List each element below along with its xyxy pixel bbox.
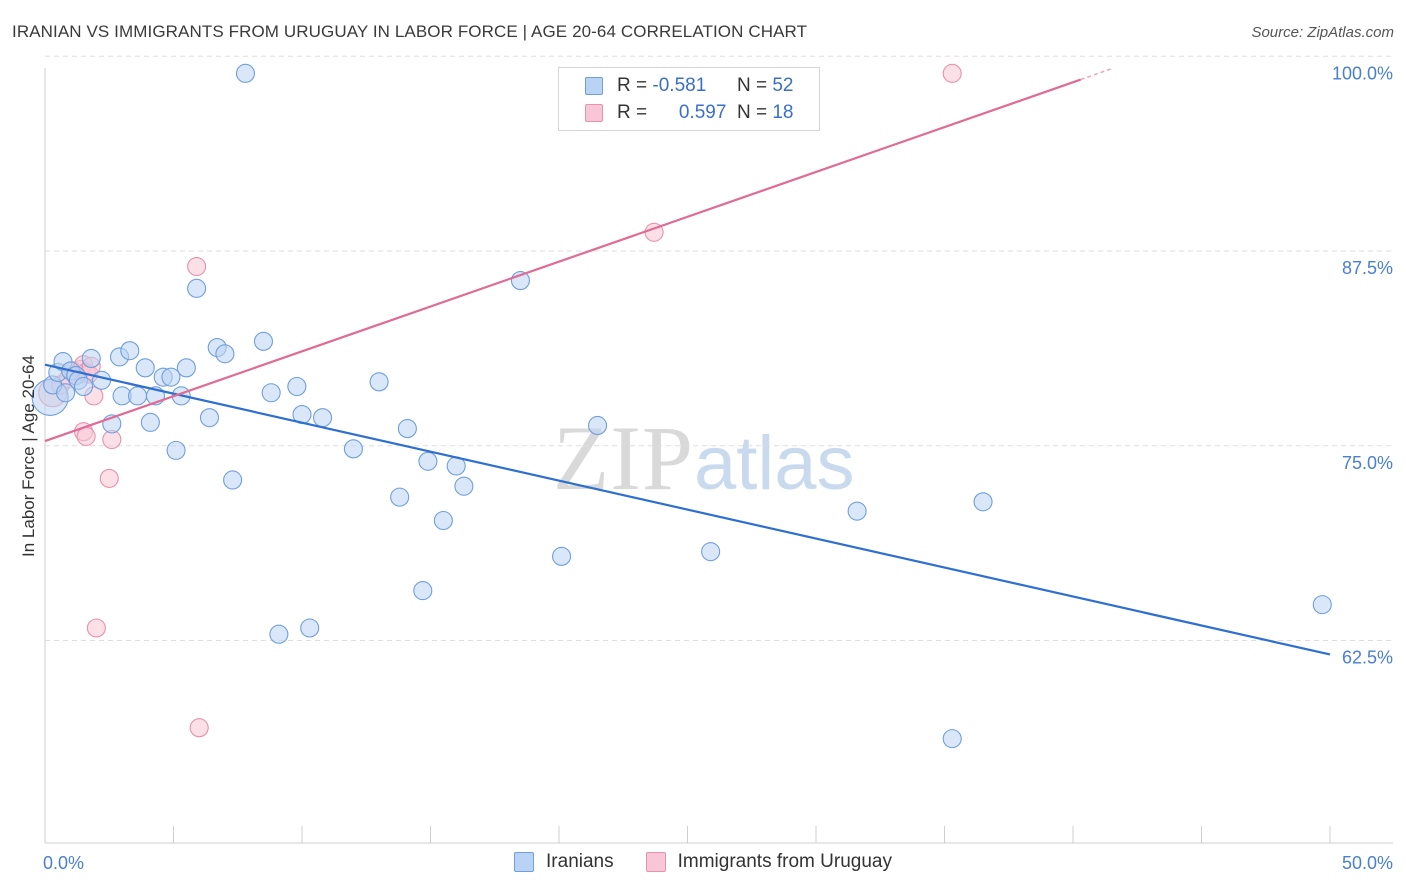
y-tick-label: 75.0% bbox=[1342, 453, 1393, 473]
data-point bbox=[261, 383, 281, 403]
data-point bbox=[973, 492, 993, 512]
data-point bbox=[343, 439, 363, 459]
legend-r-value: 0.597 bbox=[678, 102, 727, 123]
data-point bbox=[81, 348, 101, 369]
axis-labels: 62.5% 75.0% 87.5% 100.0% 0.0% 50.0% In Labor F… bbox=[19, 63, 1393, 873]
legend-swatch-pink bbox=[585, 104, 603, 122]
legend-label-uruguay: Immigrants from Uruguay bbox=[677, 851, 892, 872]
data-point bbox=[433, 510, 453, 531]
data-point bbox=[199, 408, 220, 428]
watermark-zip: ZIP bbox=[553, 407, 694, 509]
y-tick-label: 62.5% bbox=[1342, 648, 1393, 668]
x-tick-label: 50.0% bbox=[1342, 853, 1393, 873]
data-point bbox=[215, 344, 235, 364]
data-point bbox=[300, 618, 320, 638]
legend-r-label: R = bbox=[617, 75, 648, 96]
data-point bbox=[413, 581, 433, 601]
data-point bbox=[313, 408, 333, 428]
data-point bbox=[91, 370, 112, 390]
legend-label-iranians: Iranians bbox=[546, 851, 614, 872]
data-point bbox=[161, 367, 181, 387]
data-point bbox=[369, 372, 389, 392]
legend-swatch-blue bbox=[585, 77, 603, 95]
data-point bbox=[390, 487, 410, 507]
data-point bbox=[253, 331, 274, 351]
legend-n-value: 52 bbox=[772, 75, 794, 96]
data-point bbox=[1312, 595, 1332, 615]
trend-line-uruguay bbox=[44, 78, 1082, 443]
data-point bbox=[189, 718, 209, 738]
data-point bbox=[942, 729, 962, 749]
watermark: ZIPatlas bbox=[553, 405, 855, 511]
data-point bbox=[56, 383, 76, 403]
legend-row-uruguay: R = 0.597 N = 18 bbox=[585, 100, 793, 126]
data-point bbox=[120, 341, 140, 361]
legend-item-iranians: Iranians bbox=[514, 851, 614, 873]
data-point bbox=[235, 63, 256, 83]
data-point bbox=[287, 376, 307, 397]
y-tick-label: 100.0% bbox=[1332, 63, 1393, 83]
data-point bbox=[552, 546, 572, 566]
trend-line-iranians bbox=[44, 363, 1331, 656]
chart-title: IRANIAN VS IMMIGRANTS FROM URUGUAY IN LA… bbox=[12, 22, 808, 41]
data-point bbox=[74, 376, 94, 397]
legend-row-iranians: R = -0.581 N = 52 bbox=[585, 73, 793, 99]
legend-swatch-pink bbox=[645, 852, 666, 872]
y-axis-label: In Labor Force | Age 20-64 bbox=[19, 355, 38, 557]
axes bbox=[44, 68, 1393, 844]
data-point bbox=[942, 63, 962, 83]
data-point bbox=[187, 256, 207, 277]
legend-n-value: 18 bbox=[772, 102, 794, 123]
legend-r-value: -0.581 bbox=[652, 75, 707, 96]
data-point bbox=[223, 470, 243, 490]
series-legend: Iranians Immigrants from Uruguay bbox=[0, 851, 1406, 873]
legend-swatch-blue bbox=[514, 852, 535, 872]
data-point bbox=[127, 386, 148, 406]
data-point bbox=[86, 618, 106, 638]
watermark-atlas: atlas bbox=[694, 421, 855, 506]
legend-n-label: N = bbox=[736, 75, 768, 96]
data-point bbox=[176, 358, 196, 378]
data-point bbox=[76, 426, 96, 446]
legend-r-label: R = bbox=[617, 102, 648, 123]
data-point bbox=[701, 542, 721, 562]
trend-lines bbox=[44, 67, 1331, 656]
data-point bbox=[140, 412, 160, 432]
data-point bbox=[99, 468, 119, 488]
legend-n-label: N = bbox=[736, 102, 768, 123]
data-point bbox=[397, 419, 417, 439]
data-point bbox=[135, 358, 155, 378]
legend-item-uruguay: Immigrants from Uruguay bbox=[645, 851, 892, 873]
data-point bbox=[166, 440, 186, 460]
x-tick-label: 0.0% bbox=[43, 853, 84, 873]
trend-line-uruguay-extension bbox=[1080, 67, 1112, 81]
y-tick-label: 87.5% bbox=[1342, 258, 1393, 278]
source-label: Source: ZipAtlas.com bbox=[1251, 24, 1394, 41]
data-point bbox=[418, 451, 438, 471]
data-point bbox=[454, 476, 474, 496]
data-point bbox=[847, 501, 867, 521]
data-point bbox=[587, 415, 608, 436]
data-point bbox=[187, 278, 207, 298]
data-point bbox=[269, 624, 289, 644]
stats-legend: R = -0.581 N = 52 R = 0.597 N = 18 bbox=[558, 67, 820, 131]
